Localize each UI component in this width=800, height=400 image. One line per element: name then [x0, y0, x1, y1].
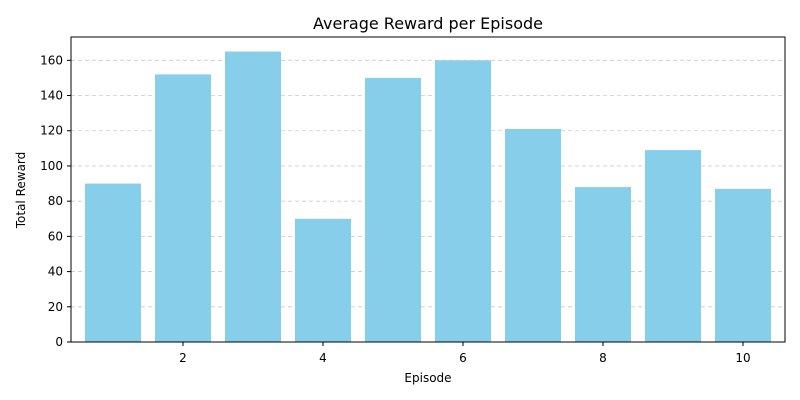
bar-episode-5 [365, 77, 421, 343]
x-tick-label: 6 [459, 351, 467, 365]
y-axis-ticks: 0 20 40 60 80 100 120 140 160 [40, 53, 71, 349]
x-axis-ticks: 2 4 6 8 10 [179, 342, 751, 365]
bar-episode-1 [85, 183, 141, 342]
bar-episode-9 [645, 150, 701, 342]
x-tick-label: 10 [735, 351, 750, 365]
y-tick-label: 160 [40, 53, 63, 67]
y-tick-label: 80 [48, 194, 63, 208]
bar-episode-6 [435, 60, 491, 343]
y-tick-label: 0 [55, 335, 63, 349]
bars [85, 51, 771, 343]
y-tick-label: 40 [48, 265, 63, 279]
y-tick-label: 140 [40, 89, 63, 103]
bar-episode-2 [155, 74, 211, 342]
bar-episode-10 [715, 188, 771, 342]
x-tick-label: 2 [179, 351, 187, 365]
bar-episode-4 [295, 218, 351, 342]
y-axis-label: Total Reward [14, 152, 28, 230]
y-tick-label: 20 [48, 300, 63, 314]
chart-title: Average Reward per Episode [313, 14, 543, 33]
y-tick-label: 100 [40, 159, 63, 173]
x-tick-label: 4 [319, 351, 327, 365]
plot-frame [70, 36, 786, 343]
bar-episode-8 [575, 187, 631, 342]
y-tick-label: 60 [48, 229, 63, 243]
bar-episode-3 [225, 51, 281, 343]
y-tick-label: 120 [40, 124, 63, 138]
x-axis-label: Episode [404, 371, 451, 385]
x-tick-label: 8 [599, 351, 607, 365]
bar-episode-7 [505, 128, 561, 342]
